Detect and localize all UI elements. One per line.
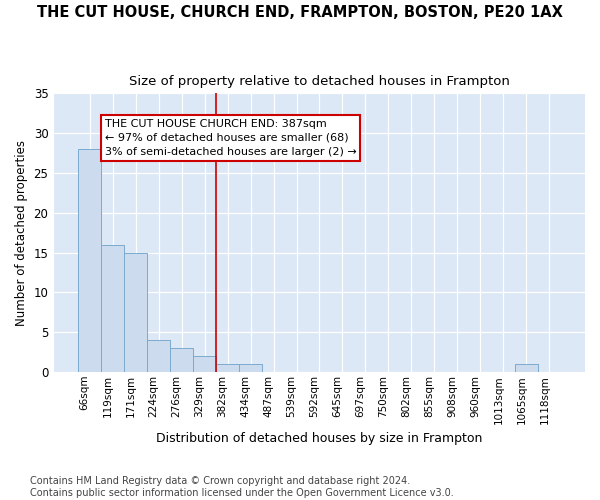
Bar (515, 364, 538, 372)
Bar (147, 340, 170, 372)
Text: THE CUT HOUSE CHURCH END: 387sqm
← 97% of detached houses are smaller (68)
3% of: THE CUT HOUSE CHURCH END: 387sqm ← 97% o… (104, 119, 356, 157)
Text: THE CUT HOUSE, CHURCH END, FRAMPTON, BOSTON, PE20 1AX: THE CUT HOUSE, CHURCH END, FRAMPTON, BOS… (37, 5, 563, 20)
Bar (239, 364, 262, 372)
Bar (124, 252, 147, 372)
Text: Contains HM Land Registry data © Crown copyright and database right 2024.
Contai: Contains HM Land Registry data © Crown c… (30, 476, 454, 498)
Bar (78, 149, 101, 372)
Bar (193, 356, 216, 372)
Bar (101, 244, 124, 372)
Title: Size of property relative to detached houses in Frampton: Size of property relative to detached ho… (129, 75, 510, 88)
Y-axis label: Number of detached properties: Number of detached properties (15, 140, 28, 326)
Bar (170, 348, 193, 372)
X-axis label: Distribution of detached houses by size in Frampton: Distribution of detached houses by size … (157, 432, 482, 445)
Bar (216, 364, 239, 372)
